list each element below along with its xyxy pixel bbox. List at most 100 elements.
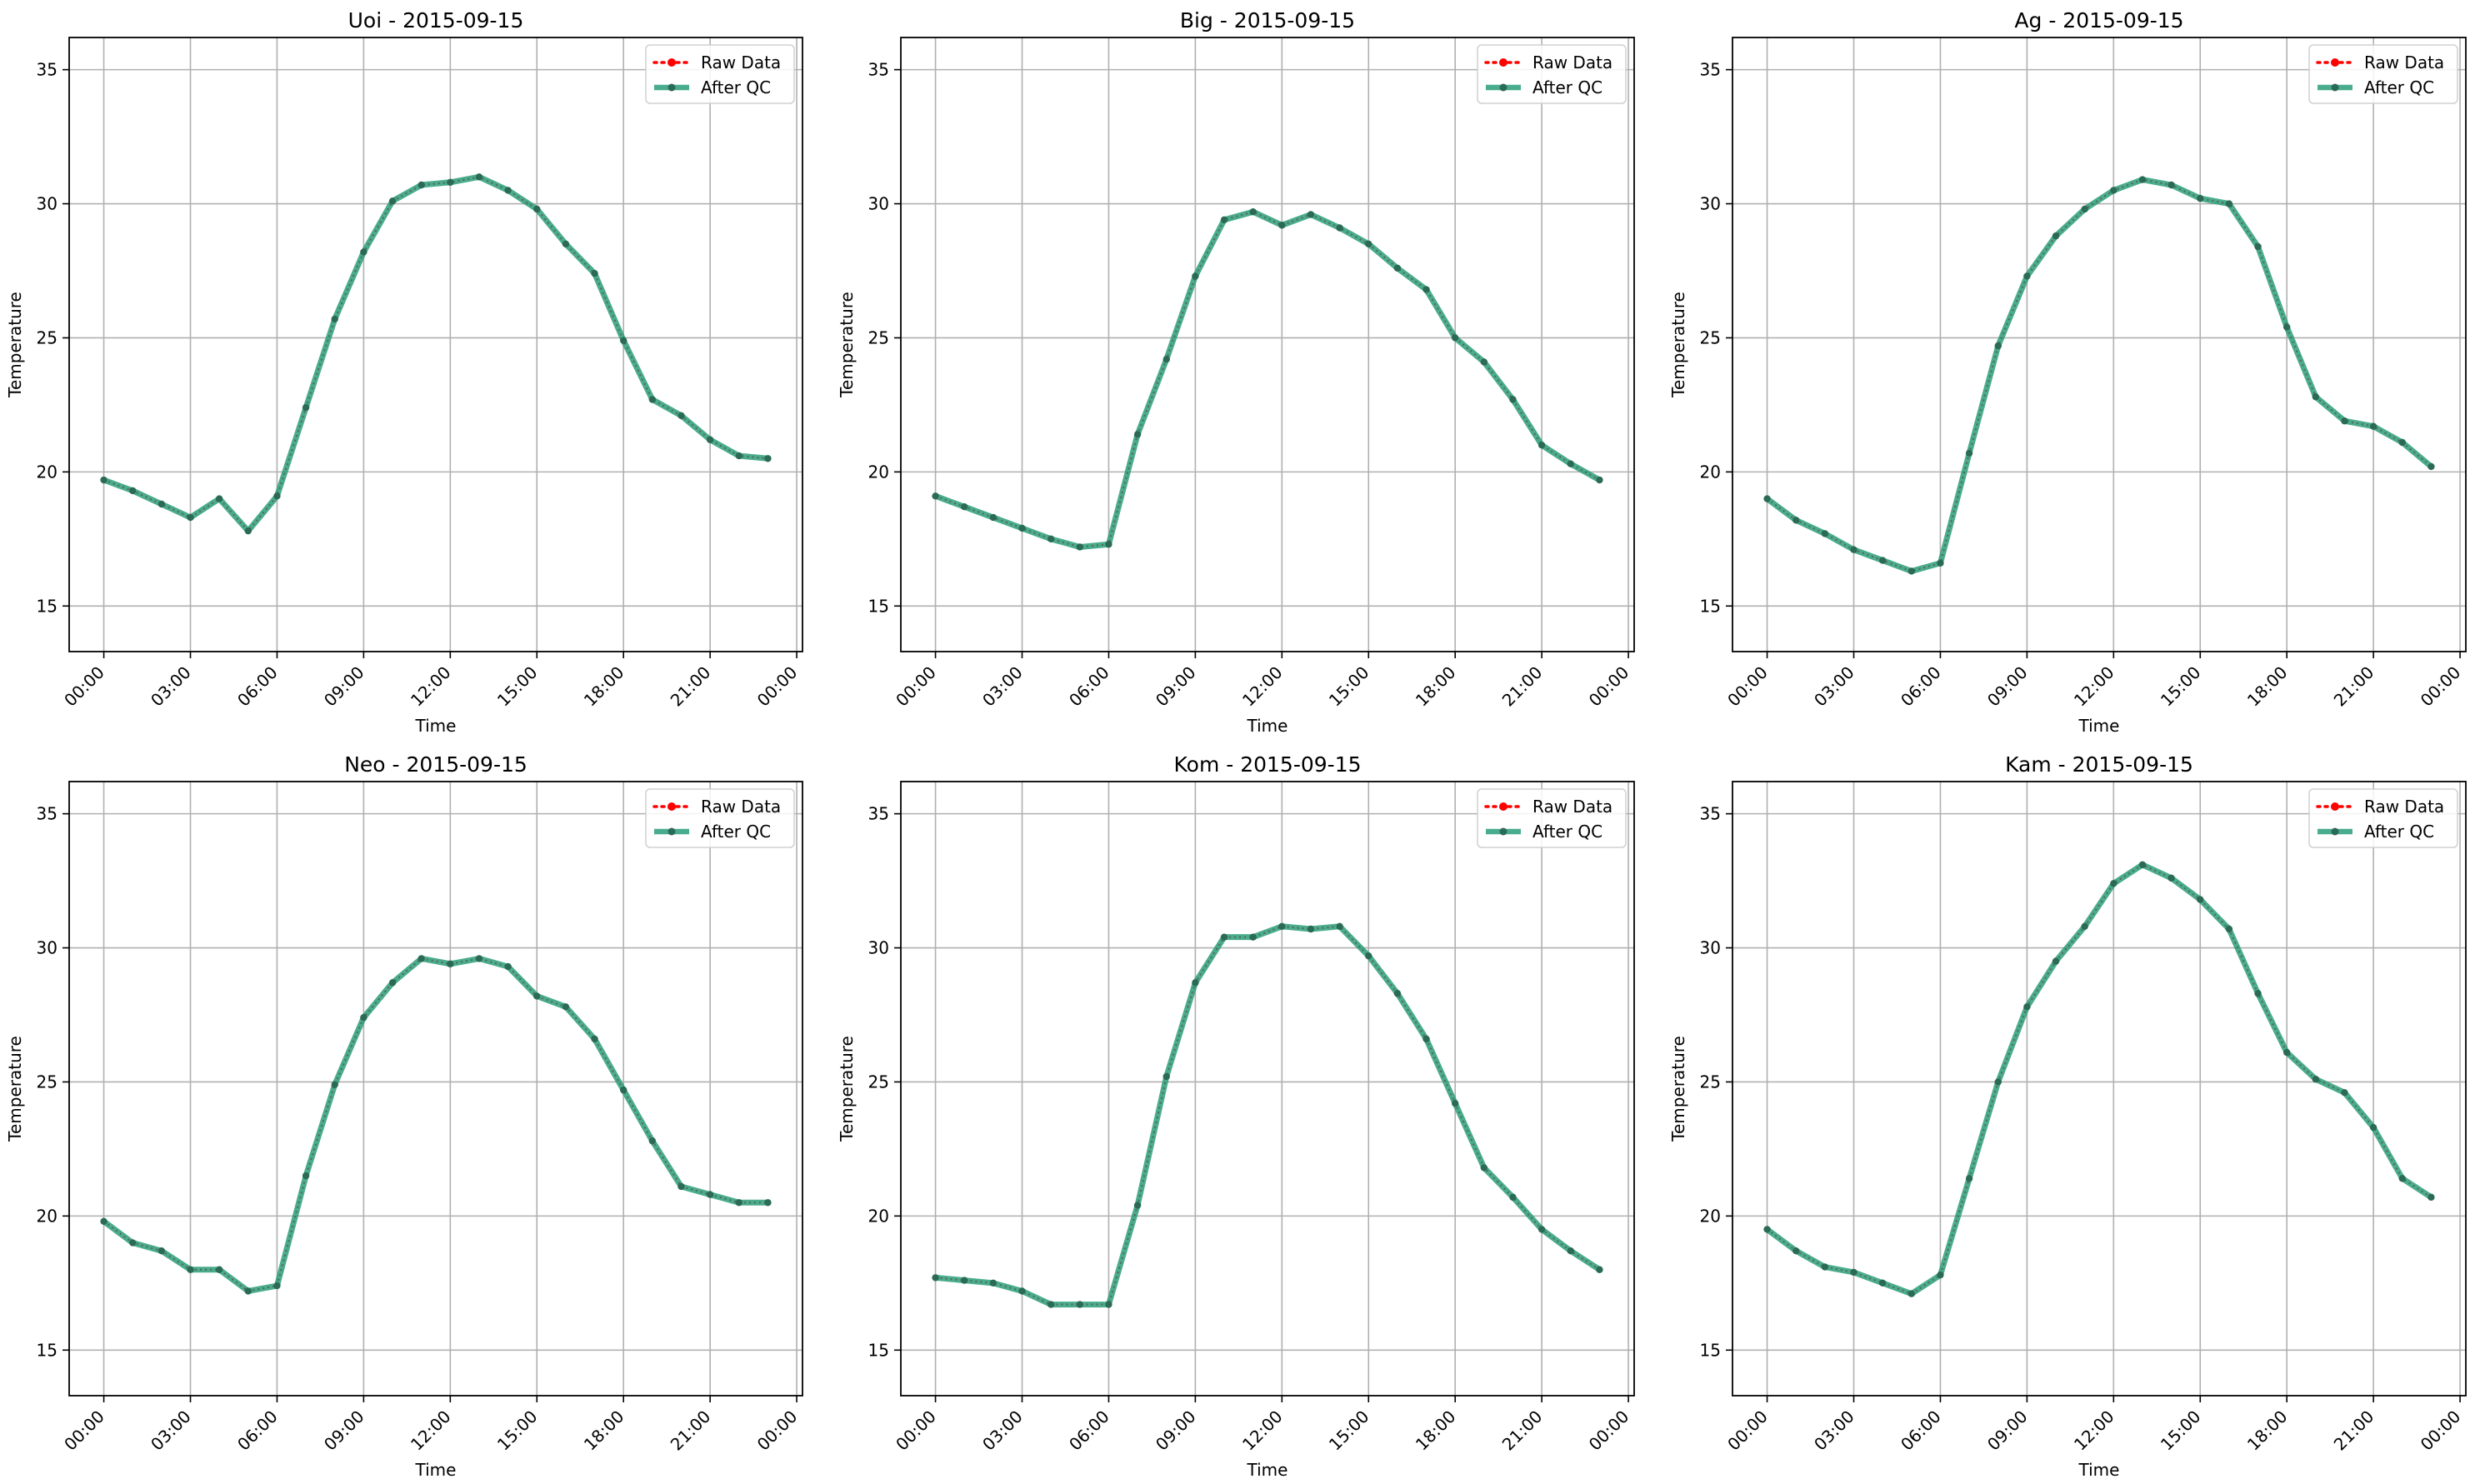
data-point [678,412,685,419]
y-tick-label: 30 [1700,938,1721,958]
x-tick-label: 09:00 [1983,662,2032,711]
data-point [1249,207,1257,216]
y-tick-label: 15 [37,596,58,616]
x-tick-label: 21:00 [2330,662,2378,711]
data-point [388,979,397,987]
legend-label-after-qc: After QC [2364,822,2434,842]
x-tick-label: 18:00 [580,662,628,711]
y-axis-label: Temperature [5,292,25,398]
data-point [648,1137,657,1145]
data-point [187,1266,194,1273]
data-point [215,495,223,502]
data-point [1965,1175,1973,1182]
data-point [1076,543,1084,551]
x-tick-label: 06:00 [233,1407,282,1455]
chart-title: Kam - 2015-09-15 [2005,752,2193,777]
axes-frame [1732,781,2467,1397]
data-point [2341,1089,2348,1097]
x-tick-label: 15:00 [2157,1407,2205,1455]
legend-label-after-qc: After QC [701,77,771,97]
x-tick-label: 03:00 [1810,662,1858,711]
x-axis-label: Time [1247,716,1288,736]
chart-title: Ag - 2015-09-15 [2014,8,2183,32]
x-tick-label: 15:00 [493,1407,542,1455]
data-point [619,337,628,344]
data-point [706,436,714,443]
legend: Raw Data After QC [2308,44,2458,104]
legend: Raw Data After QC [1477,44,1627,104]
data-point [562,240,570,248]
data-point [158,1247,166,1255]
data-point [1133,431,1142,438]
data-point [1249,933,1257,941]
x-tick-label: 06:00 [1065,1407,1113,1455]
data-point [1422,1035,1430,1043]
data-point [2254,990,2262,997]
data-point [1850,546,1858,553]
data-point [2369,1123,2378,1132]
data-point [1336,224,1343,232]
data-point [1336,922,1343,930]
plot-area [69,37,802,652]
data-point [1076,1301,1084,1308]
data-point [1278,922,1286,930]
x-tick-label: 18:00 [2243,1407,2292,1455]
data-point [187,513,194,522]
x-tick-label: 06:00 [1897,1407,1945,1455]
data-point [2110,880,2118,887]
data-point [1162,356,1170,363]
x-tick-label: 21:00 [1498,1407,1547,1455]
x-tick-label: 06:00 [233,662,282,711]
series-line-after-qc [101,955,771,1294]
x-tick-label: 09:00 [1152,1407,1200,1455]
y-tick-label: 20 [37,462,58,482]
data-point [2369,422,2378,430]
data-point [1509,1193,1517,1202]
x-tick-label: 12:00 [407,1407,455,1455]
data-point [2312,393,2320,401]
y-tick-label: 20 [868,1206,889,1226]
y-tick-label: 35 [37,804,58,824]
x-tick-label: 00:00 [1723,1407,1772,1455]
data-point [2428,1193,2435,1202]
x-tick-label: 12:00 [1238,1407,1287,1455]
data-point [1763,1226,1771,1233]
x-tick-label: 09:00 [1983,1407,2032,1455]
x-tick-label: 18:00 [1412,1407,1460,1455]
data-point [100,1217,108,1226]
y-tick-label: 35 [1700,60,1721,80]
x-tick-label: 09:00 [320,1407,368,1455]
data-point [302,1172,310,1180]
y-tick-label: 20 [1700,1206,1721,1226]
subplot-2: Big - 2015-09-15 00:00 03:00 06:00 09:00 12:0… [837,8,1635,736]
y-axis-label: Temperature [5,1036,25,1142]
x-tick-label: 00:00 [60,662,108,711]
data-point [1451,334,1459,342]
y-tick-label: 35 [37,60,58,80]
data-point [1509,396,1517,403]
data-point [961,1277,968,1284]
data-point [1192,272,1199,280]
data-point [1850,1268,1858,1277]
y-tick-label: 30 [868,938,889,958]
x-axis-label: Time [2078,1460,2120,1480]
legend-label-after-qc: After QC [1532,822,1602,842]
y-axis-label: Temperature [1668,1036,1688,1142]
x-tick-label: 00:00 [1585,662,1633,711]
data-point [1220,216,1228,224]
data-point [360,248,368,256]
chart-title: Neo - 2015-09-15 [344,752,528,777]
series-line-raw-data [1766,863,2432,1295]
legend-marker-raw-data [668,58,676,67]
y-tick-label: 30 [37,938,58,958]
data-point [1763,495,1771,502]
data-point [1133,1202,1142,1209]
data-point [302,403,310,412]
data-point [1192,979,1199,987]
data-point [1792,517,1800,524]
data-point [591,270,598,277]
data-point [1792,1247,1800,1255]
legend-label-raw-data: Raw Data [2364,52,2444,72]
legend-label-after-qc: After QC [2364,77,2434,97]
x-tick-label: 15:00 [493,662,542,711]
